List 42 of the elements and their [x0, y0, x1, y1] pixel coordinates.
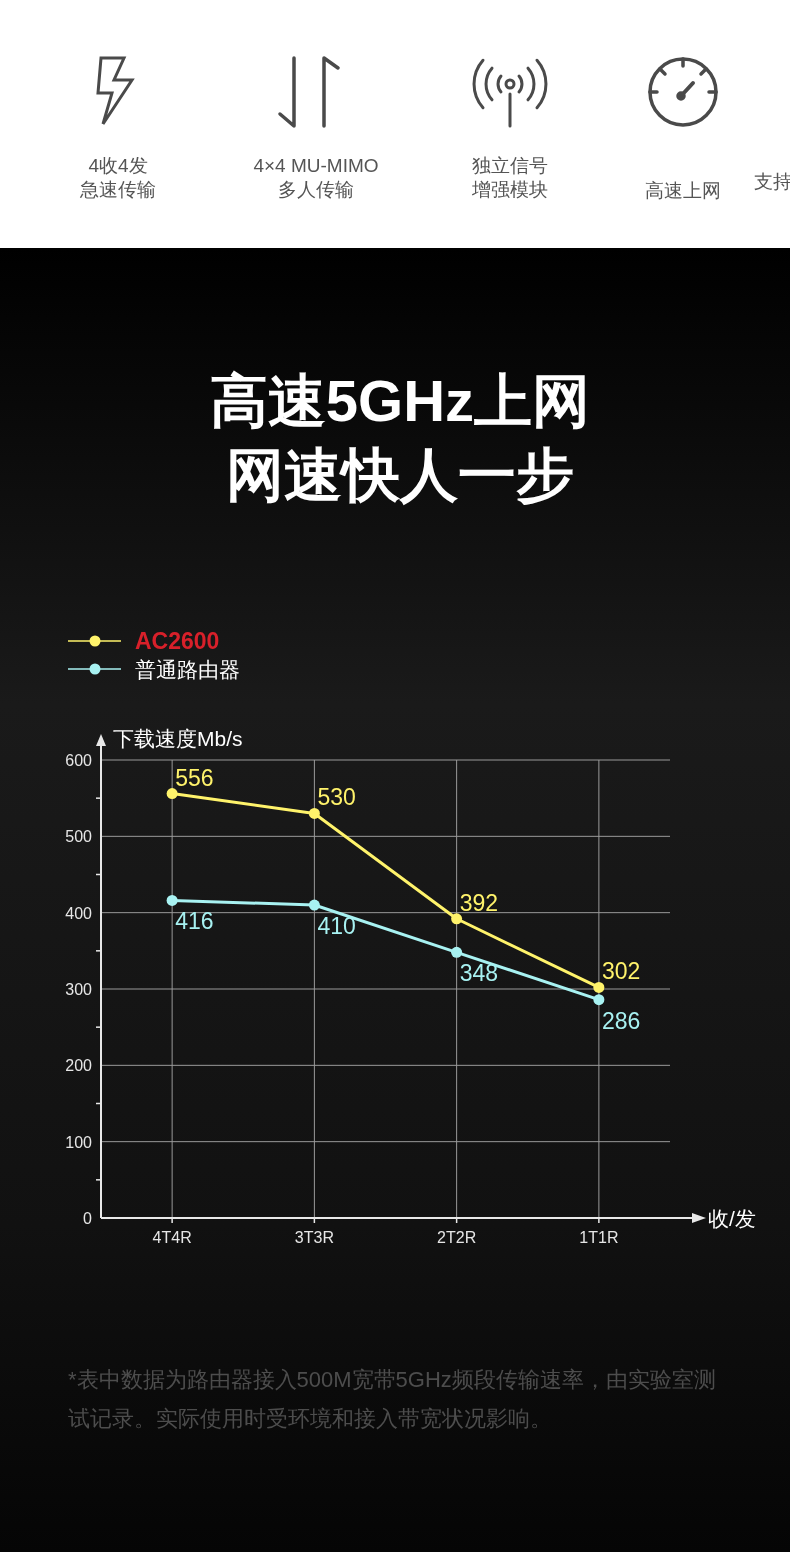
xtick: 2T2R — [437, 1229, 477, 1246]
ytick: 600 — [65, 752, 92, 769]
legend-label: 普通路由器 — [135, 658, 240, 681]
ylabel: 下载速度Mb/s — [113, 727, 243, 750]
data-label: 392 — [459, 889, 498, 916]
point — [308, 807, 320, 819]
ytick: 100 — [65, 1133, 92, 1151]
feature-text: 急速传输 — [80, 179, 156, 200]
ytick: 200 — [65, 1057, 92, 1075]
annotation: 试记录。实际使用时受环境和接入带宽状况影响。 — [68, 1406, 552, 1431]
data-label: 416 — [175, 908, 214, 935]
point — [593, 981, 605, 993]
data-label: 410 — [317, 913, 356, 940]
feature-text: 增强模块 — [472, 179, 548, 200]
xtick: 1T1R — [579, 1229, 619, 1246]
title: 高速5GHz上网 — [209, 368, 591, 433]
point — [166, 894, 178, 906]
data-label: 302 — [601, 958, 641, 985]
feature-text: 4收4发 — [88, 155, 148, 176]
ytick: 400 — [65, 904, 92, 922]
feature-text: 高速上网 — [645, 180, 721, 201]
feature-text: 4×4 MU-MIMO — [253, 155, 379, 176]
ytick: 300 — [65, 981, 92, 998]
data-label: 348 — [459, 960, 498, 987]
annotation: *表中数据为路由器接入500M宽带5GHz频段传输速率，由实验室测 — [68, 1367, 716, 1392]
data-label: 556 — [175, 764, 214, 791]
subtitle: 网速快人一步 — [226, 442, 574, 507]
ytick: 0 — [83, 1210, 92, 1227]
point — [451, 946, 463, 958]
ytick: 500 — [65, 828, 92, 846]
point — [593, 994, 605, 1006]
point — [451, 913, 463, 925]
point — [166, 788, 178, 800]
xlabel: 收/发 — [708, 1207, 756, 1230]
point — [308, 899, 320, 911]
data-label: 286 — [601, 1007, 641, 1034]
feature-text: 多人传输 — [278, 179, 354, 200]
xtick: 4T4R — [152, 1229, 192, 1246]
xtick: 3T3R — [294, 1229, 334, 1246]
legend-label: AC2600 — [135, 628, 220, 654]
data-label: 530 — [317, 784, 356, 811]
feature-text: 独立信号 — [472, 155, 548, 176]
